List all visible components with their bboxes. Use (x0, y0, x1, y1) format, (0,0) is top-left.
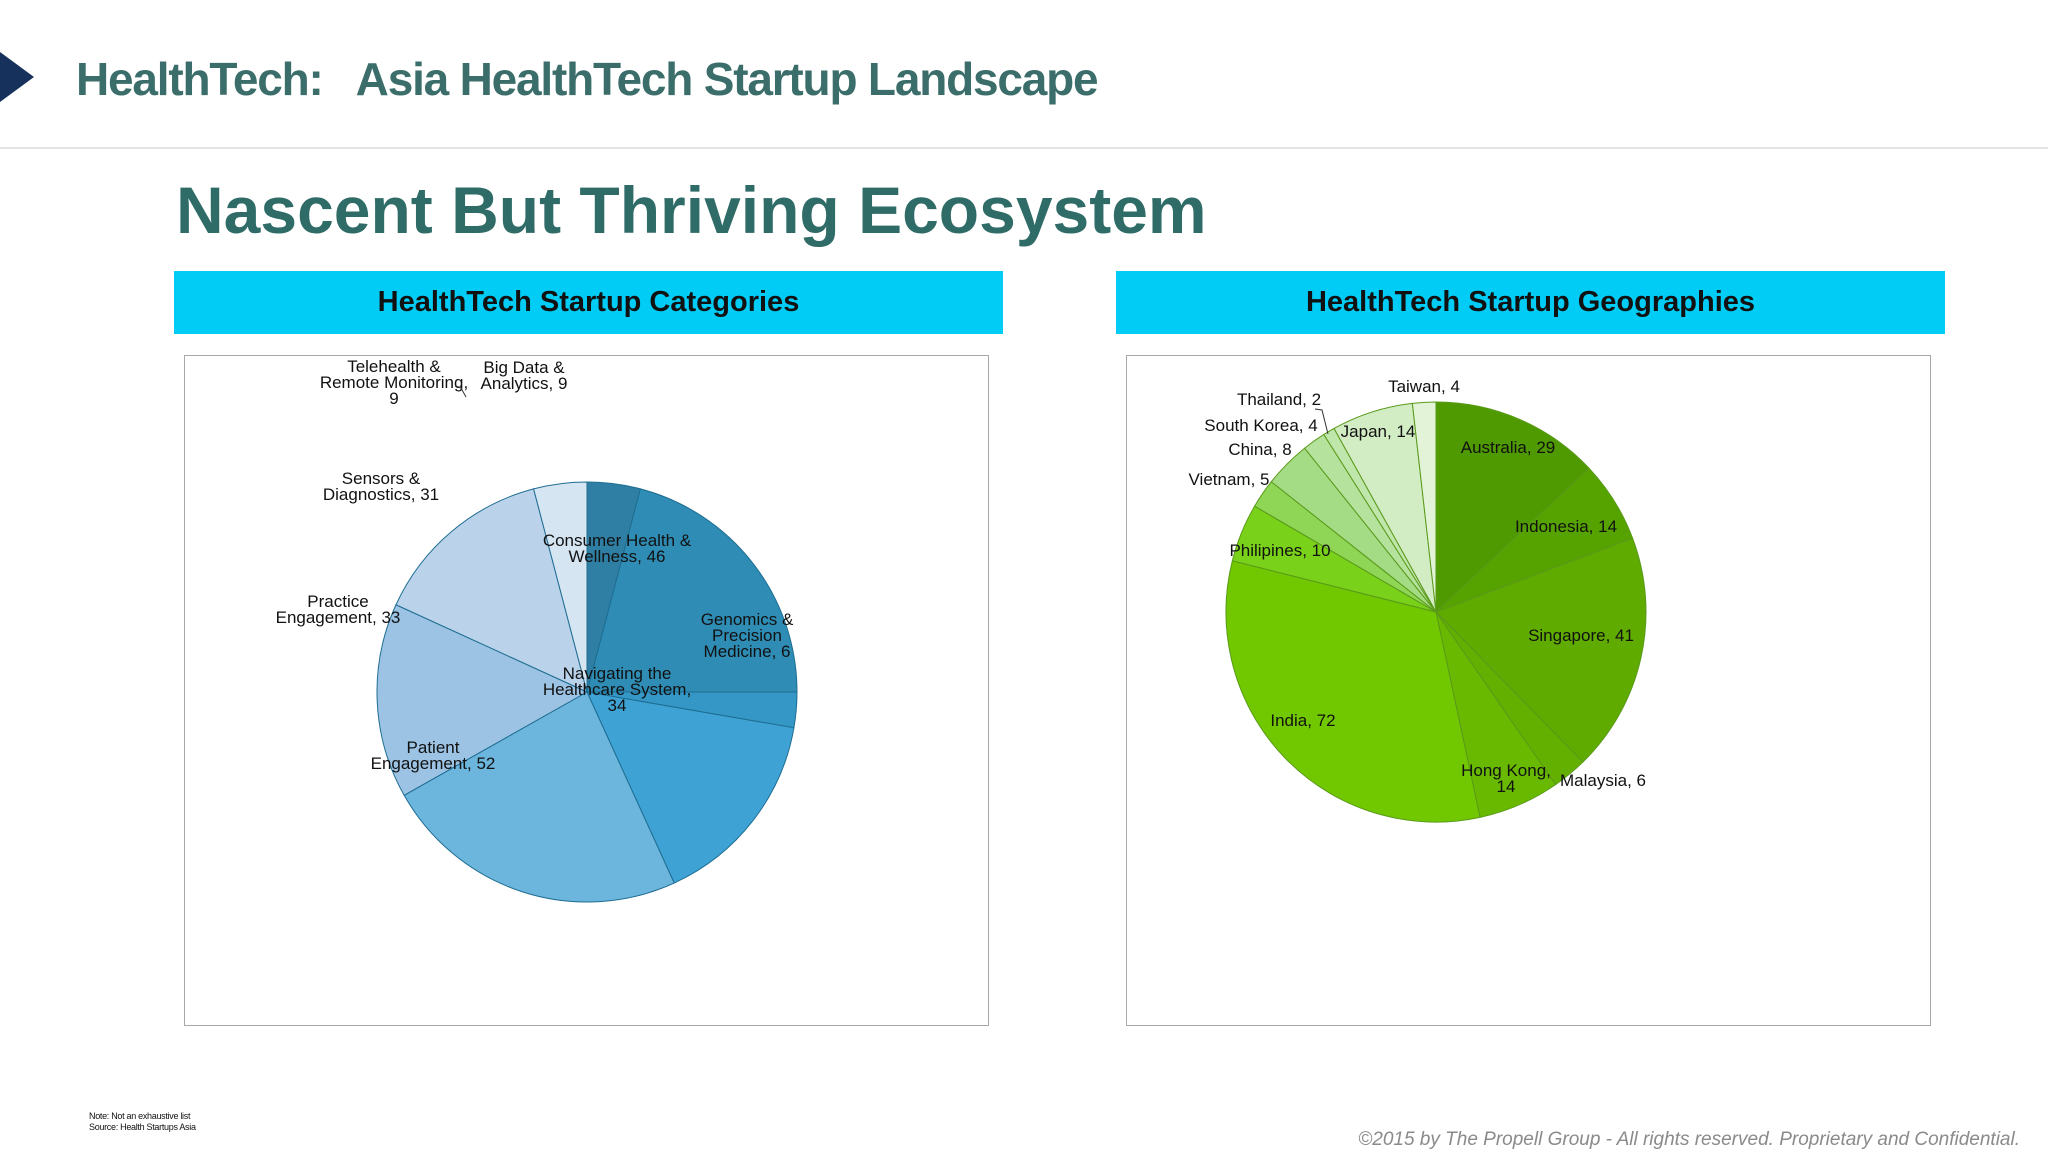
slice-label-indonesia: Indonesia, 14 (1515, 517, 1617, 536)
slice-label-patient-engagement: Patient Engagement, 52 (371, 738, 496, 773)
pie-slice-sensors-and-diagnostics (395, 488, 588, 693)
slice-label-japan: Japan, 14 (1341, 422, 1416, 441)
slice-label-taiwan: Taiwan, 4 (1388, 377, 1460, 396)
slice-label-practice-engagement: Practice Engagement, 33 (276, 592, 401, 627)
slice-label-india: India, 72 (1270, 711, 1335, 730)
geographies-pie-chart: Australia, 29 Indonesia, 14 Singapore, 41 M… (1189, 377, 1647, 823)
pie-slice-singapore (1435, 537, 1647, 763)
copyright-notice: ©2015 by The Propell Group - All rights … (1358, 1129, 2020, 1150)
footnote-note: Note: Not an exhaustive list (89, 1111, 191, 1121)
pie-slice-india (1225, 560, 1481, 823)
header-title: HealthTech: Asia HealthTech Startup Land… (76, 53, 1099, 105)
footnote: Note: Not an exhaustive list Source: Hea… (89, 1111, 196, 1133)
categories-panel-heading: HealthTech Startup Categories (174, 271, 1003, 334)
geographies-panel-heading: HealthTech Startup Geographies (1116, 271, 1945, 334)
slice-label-genomics-and-precision-medicine: Genomics & Precision Medicine, 6 (701, 610, 794, 661)
categories-chart-frame: Big Data & Analytics, 9 Consumer Health & W… (184, 355, 989, 1026)
brand-chevron-icon (0, 52, 34, 102)
categories-pie-chart: Big Data & Analytics, 9 Consumer Health & W… (276, 357, 798, 903)
slice-label-vietnam: Vietnam, 5 (1189, 470, 1270, 489)
slice-label-malaysia: Malaysia, 6 (1560, 771, 1646, 790)
slice-label-hong-kong: Hong Kong, 14 (1461, 761, 1551, 796)
slice-label-australia: Australia, 29 (1461, 438, 1556, 457)
geographies-chart-frame: Australia, 29 Indonesia, 14 Singapore, 41 M… (1126, 355, 1931, 1026)
pie-slice-consumer-health-and-wellness (586, 488, 798, 693)
pie-slice-navigating-the-healthcare-system (586, 691, 795, 884)
slice-label-telehealth-and-remote-monitoring: Telehealth & Remote Monitoring, 9 (320, 357, 468, 408)
pie-slice-australia (1435, 401, 1590, 614)
slice-label-consumer-health-and-wellness: Consumer Health & Wellness, 46 (543, 531, 692, 566)
slice-label-navigating-the-healthcare-system: Navigating the Healthcare System, 34 (543, 664, 691, 715)
pie-slice-taiwan (1411, 401, 1437, 613)
footnote-source: Source: Health Startups Asia (89, 1122, 196, 1132)
slice-label-thailand: Thailand, 2 (1237, 390, 1321, 409)
pie-slice-patient-engagement (403, 691, 675, 903)
header-divider (0, 147, 2048, 149)
slice-label-big-data-and-analytics: Big Data & Analytics, 9 (481, 358, 568, 393)
slice-label-singapore: Singapore, 41 (1528, 626, 1634, 645)
leader-line-telehealth-and-remote-monitoring (455, 385, 467, 398)
slice-label-china: China, 8 (1228, 440, 1291, 459)
slice-label-sensors-and-diagnostics: Sensors & Diagnostics, 31 (323, 469, 439, 504)
leader-line-thailand (1314, 408, 1329, 435)
pie-slice-telehealth-and-remote-monitoring (532, 481, 588, 693)
page-title: Nascent But Thriving Ecosystem (176, 173, 1207, 247)
slice-label-south-korea: South Korea, 4 (1204, 416, 1317, 435)
slice-label-philipines: Philipines, 10 (1229, 541, 1330, 560)
pie-slice-practice-engagement (376, 604, 589, 796)
